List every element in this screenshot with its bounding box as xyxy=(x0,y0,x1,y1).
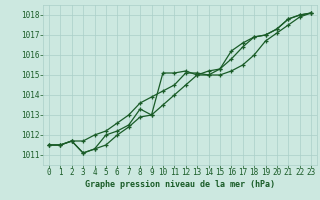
X-axis label: Graphe pression niveau de la mer (hPa): Graphe pression niveau de la mer (hPa) xyxy=(85,180,275,189)
